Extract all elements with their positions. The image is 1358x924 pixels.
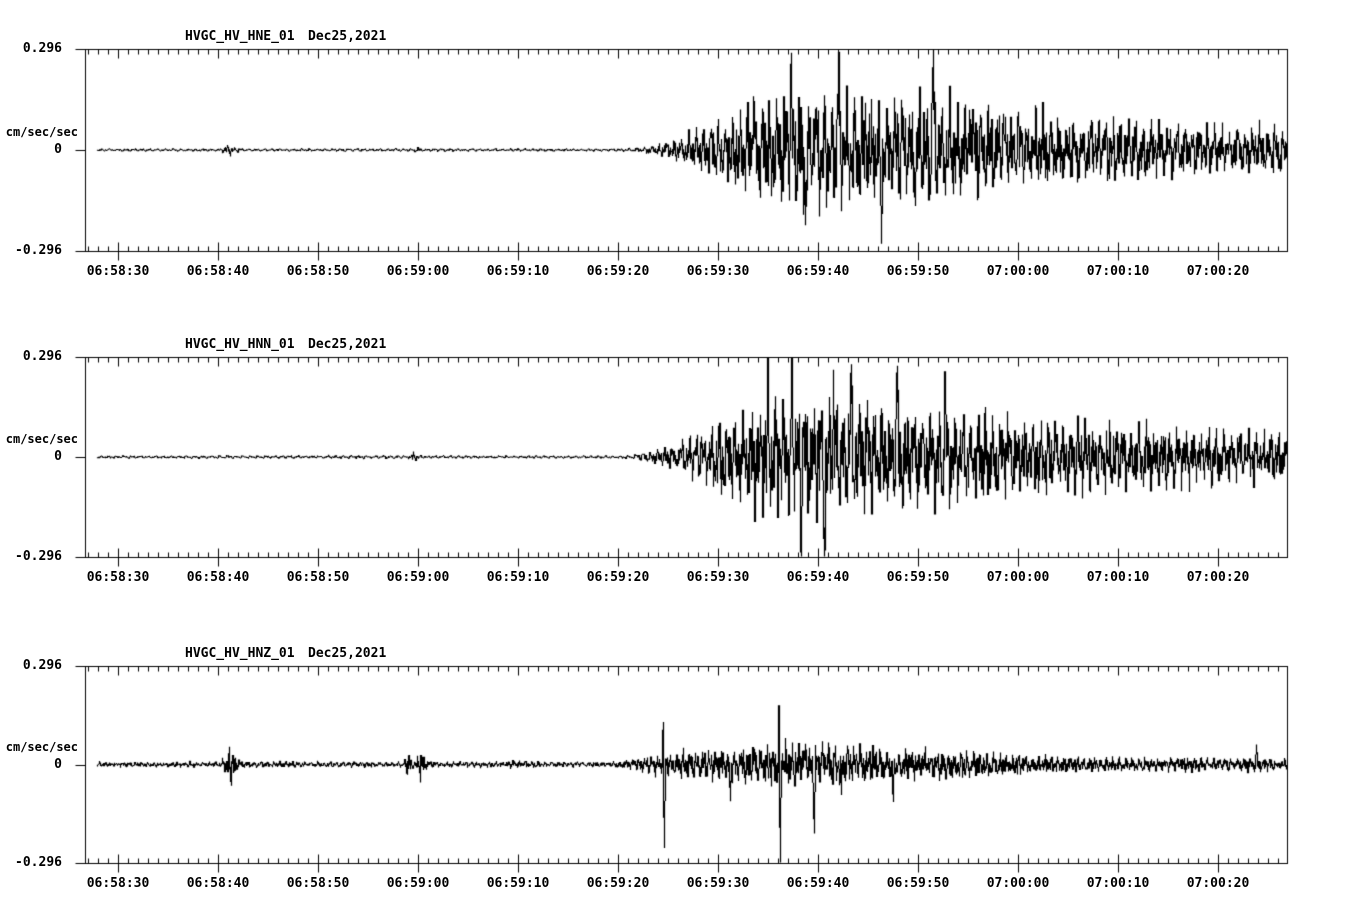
panel-3-xtick-1: 06:58:40 (186, 876, 250, 891)
panel-1-date: Dec25,2021 (308, 29, 387, 44)
panel-2-title: HVGC_HV_HNN_01 (185, 337, 295, 352)
panel-1-xtick-8: 06:59:50 (886, 264, 950, 279)
panel-3-date: Dec25,2021 (308, 646, 387, 661)
panel-2-unit-label: cm/sec/sec (5, 432, 78, 446)
panel-3-title: HVGC_HV_HNZ_01 (185, 646, 295, 661)
panel-1-ytick-max: 0.296 (22, 41, 62, 56)
panel-2-xtick-4: 06:59:10 (486, 570, 550, 585)
panel-1-title: HVGC_HV_HNE_01 (185, 29, 295, 44)
panel-2-xtick-8: 06:59:50 (886, 570, 950, 585)
panel-1-unit-label: cm/sec/sec (5, 125, 78, 139)
panel-1-xtick-4: 06:59:10 (486, 264, 550, 279)
panel-1-xtick-11: 07:00:20 (1186, 264, 1250, 279)
panel-3-xtick-5: 06:59:20 (586, 876, 650, 891)
panel-3-ytick-min: -0.296 (15, 855, 62, 870)
panel-3-xtick-10: 07:00:10 (1086, 876, 1150, 891)
panel-2-xtick-6: 06:59:30 (686, 570, 750, 585)
panel-2-xtick-2: 06:58:50 (286, 570, 350, 585)
panel-3-ytick-max: 0.296 (22, 658, 62, 673)
panel-2-xtick-10: 07:00:10 (1086, 570, 1150, 585)
panel-2-xtick-11: 07:00:20 (1186, 570, 1250, 585)
panel-2-xtick-9: 07:00:00 (986, 570, 1050, 585)
panel-2-ytick-zero: 0 (54, 449, 62, 464)
panel-2-xtick-1: 06:58:40 (186, 570, 250, 585)
panel-3-xtick-6: 06:59:30 (686, 876, 750, 891)
panel-2-ytick-min: -0.296 (15, 549, 62, 564)
panel-3-xtick-8: 06:59:50 (886, 876, 950, 891)
panel-3-unit-label: cm/sec/sec (5, 739, 78, 754)
panel-1-ytick-zero: 0 (54, 142, 62, 157)
panel-1-xtick-10: 07:00:10 (1086, 264, 1150, 279)
panel-1-xtick-1: 06:58:40 (186, 264, 250, 279)
panel-1-xtick-6: 06:59:30 (686, 264, 750, 279)
panel-1-xtick-3: 06:59:00 (386, 264, 450, 279)
panel-2-xtick-7: 06:59:40 (786, 570, 850, 585)
panel-3-xtick-3: 06:59:00 (386, 876, 450, 891)
panel-1-xtick-7: 06:59:40 (786, 264, 850, 279)
panel-1-xtick-0: 06:58:30 (86, 264, 150, 279)
panel-1-xtick-2: 06:58:50 (286, 264, 350, 279)
panel-1-xtick-9: 07:00:00 (986, 264, 1050, 279)
panel-3-xtick-7: 06:59:40 (786, 876, 850, 891)
panel-3-xtick-11: 07:00:20 (1186, 876, 1250, 891)
panel-3-xtick-9: 07:00:00 (986, 876, 1050, 891)
panel-2-ytick-max: 0.296 (22, 349, 62, 364)
panel-2-xtick-0: 06:58:30 (86, 570, 150, 585)
panel-2-date: Dec25,2021 (308, 337, 387, 352)
panel-3-xtick-2: 06:58:50 (286, 876, 350, 891)
panel-3-xtick-0: 06:58:30 (86, 876, 150, 891)
panel-3-ytick-zero: 0 (54, 756, 62, 772)
panel-1-ytick-min: -0.296 (15, 243, 62, 258)
panel-2-xtick-5: 06:59:20 (586, 570, 650, 585)
panel-2-xtick-3: 06:59:00 (386, 570, 450, 585)
panel-3-xtick-4: 06:59:10 (486, 876, 550, 891)
panel-1-xtick-5: 06:59:20 (586, 264, 650, 279)
